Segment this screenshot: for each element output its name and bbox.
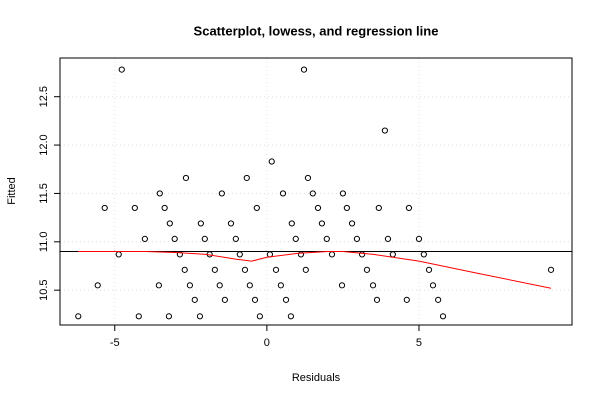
point <box>339 190 347 197</box>
y-tick-label: 11.0 <box>38 232 50 253</box>
point <box>241 266 249 273</box>
point <box>328 251 336 258</box>
point <box>268 158 275 165</box>
point <box>246 282 253 289</box>
point <box>141 235 148 243</box>
point <box>375 204 382 212</box>
point <box>318 220 326 227</box>
point <box>272 266 280 273</box>
point <box>279 190 287 197</box>
point <box>196 313 204 320</box>
point <box>435 296 442 303</box>
plot-frame <box>59 57 573 326</box>
point <box>297 251 305 258</box>
point <box>292 235 299 243</box>
point <box>186 282 194 289</box>
y-tick-label: 10.5 <box>38 279 50 300</box>
point <box>314 204 322 212</box>
point <box>309 190 316 197</box>
point <box>171 235 178 243</box>
x-tick-label: 0 <box>264 337 270 349</box>
point <box>277 282 284 289</box>
point <box>381 127 389 134</box>
point <box>403 296 410 303</box>
point <box>348 220 356 227</box>
point <box>156 190 163 197</box>
point <box>227 220 235 227</box>
point <box>363 266 371 273</box>
point <box>75 313 82 320</box>
point <box>256 313 263 320</box>
point <box>429 282 437 289</box>
point <box>389 251 396 258</box>
point <box>282 296 290 303</box>
point <box>166 220 173 227</box>
point <box>221 296 228 303</box>
point <box>439 313 447 320</box>
point <box>300 66 308 73</box>
point <box>338 282 346 289</box>
y-tick-label: 12.0 <box>38 134 50 155</box>
fit-line <box>78 250 552 289</box>
point <box>165 313 173 320</box>
point <box>218 190 225 197</box>
point <box>251 296 259 303</box>
point <box>302 266 309 273</box>
point <box>101 204 108 212</box>
chart-title: Scatterplot, lowess, and regression line <box>194 23 439 38</box>
x-tick-label: 5 <box>416 337 422 349</box>
point <box>191 296 198 303</box>
point <box>216 282 223 289</box>
point <box>115 251 122 258</box>
point <box>118 66 125 73</box>
y-tick-label: 12.5 <box>38 86 50 107</box>
point <box>201 235 208 243</box>
y-tick-label: 11.5 <box>38 183 50 204</box>
point <box>197 220 204 227</box>
point <box>420 251 427 258</box>
point <box>181 266 188 273</box>
x-tick-label: -5 <box>110 337 120 349</box>
y-axis-label: Fitted <box>6 177 18 205</box>
point <box>161 204 168 212</box>
point <box>415 235 423 243</box>
point <box>94 282 101 289</box>
point <box>182 174 190 182</box>
point <box>425 266 433 273</box>
point <box>155 282 162 289</box>
point <box>232 235 239 243</box>
point <box>288 220 295 227</box>
point <box>287 313 295 320</box>
point <box>236 251 243 258</box>
point <box>384 235 392 243</box>
point <box>243 174 250 182</box>
x-axis-label: Residuals <box>292 372 341 384</box>
point <box>373 296 381 303</box>
point <box>369 282 377 289</box>
point <box>131 204 138 212</box>
point <box>135 313 142 320</box>
point <box>253 204 260 212</box>
point <box>343 204 350 212</box>
point <box>353 235 361 243</box>
point <box>211 266 218 273</box>
point <box>323 235 330 243</box>
point <box>547 266 555 273</box>
point <box>304 174 312 182</box>
point <box>405 204 413 212</box>
point <box>358 251 366 258</box>
